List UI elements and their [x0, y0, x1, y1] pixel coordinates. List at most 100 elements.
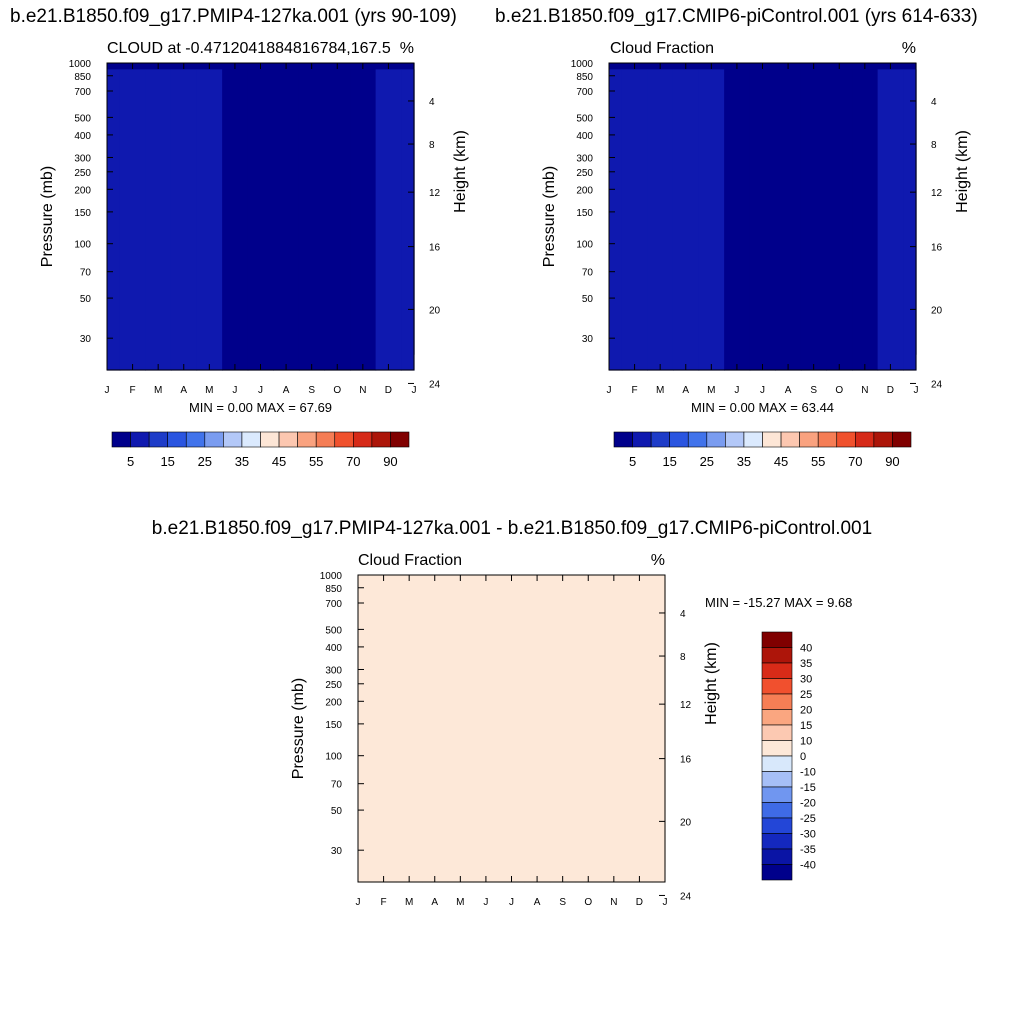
y-tick-label: 30	[331, 846, 343, 857]
y-axis-label: Pressure (mb)	[39, 166, 56, 267]
colorbar-swatch	[761, 848, 793, 865]
colorbar-label: 55	[309, 454, 323, 469]
contour-cell	[396, 581, 423, 883]
contour-cell	[358, 581, 372, 883]
colorbar-label: 10	[800, 736, 812, 748]
panel-subtitle-left: Cloud Fraction	[610, 40, 714, 57]
y-tick-label: 500	[325, 625, 342, 636]
colorbar-swatch	[761, 693, 793, 710]
colorbar-swatch	[761, 802, 793, 819]
x-tick-label: A	[283, 385, 290, 396]
x-tick-label: D	[385, 385, 392, 396]
colorbar-swatch	[278, 431, 298, 448]
y-tick-label: 400	[74, 131, 91, 142]
y-tick-label: 200	[325, 697, 342, 708]
x-tick-label: A	[534, 897, 541, 908]
colorbar-swatch	[761, 771, 793, 788]
y-tick-label: 70	[80, 268, 92, 279]
colorbar-swatch	[799, 431, 819, 448]
contour-cell	[852, 69, 879, 371]
colorbar-swatch	[334, 431, 354, 448]
x-tick-label: J	[232, 385, 237, 396]
y-tick-label: 250	[325, 680, 342, 691]
y-tick-label: 200	[74, 185, 91, 196]
colorbar-swatch	[761, 817, 793, 834]
y2-tick-label: 4	[680, 609, 686, 620]
contour-cell	[119, 69, 146, 371]
x-tick-label: A	[180, 385, 187, 396]
x-tick-label: M	[154, 385, 162, 396]
y2-tick-label: 16	[429, 243, 441, 254]
colorbar-swatch	[725, 431, 745, 448]
y-tick-label: 30	[582, 334, 594, 345]
x-tick-label: D	[636, 897, 643, 908]
colorbar: 5 15 25 35 45 55 70 90	[111, 431, 410, 469]
x-tick-label: D	[887, 385, 894, 396]
y-tick-label: 850	[325, 584, 342, 595]
colorbar-label: -40	[800, 860, 816, 872]
x-tick-label: M	[205, 385, 213, 396]
contour-cell	[877, 69, 904, 371]
contour-cell	[350, 69, 377, 371]
colorbar-label: -20	[800, 798, 816, 810]
y-tick-label: 850	[74, 72, 91, 83]
colorbar-swatch	[762, 431, 782, 448]
y2-tick-label: 12	[680, 700, 692, 711]
contour-cell	[749, 69, 776, 371]
colorbar-swatch	[148, 431, 168, 448]
y-tick-label: 150	[74, 208, 91, 219]
x-tick-label: J	[734, 385, 739, 396]
contour-cell	[647, 69, 674, 371]
colorbar-swatch	[390, 431, 410, 448]
colorbar-label: 30	[800, 674, 812, 686]
y2-tick-label: 12	[931, 188, 943, 199]
colorbar-label: 40	[800, 643, 812, 655]
contour-cell	[800, 69, 828, 371]
x-tick-label: J	[412, 385, 417, 396]
colorbar-swatch	[130, 431, 150, 448]
panel-difference: b.e21.B1850.f09_g17.PMIP4-127ka.001 - b.…	[152, 518, 872, 908]
y-tick-label: 300	[576, 153, 593, 164]
colorbar-swatch	[855, 431, 875, 448]
colorbar-swatch	[353, 431, 373, 448]
x-tick-label: N	[359, 385, 366, 396]
colorbar-label: 15	[160, 454, 174, 469]
y-axis-pressure: 30 50 70 100 150 200 250 300 400 500 700 850 1000	[320, 571, 364, 857]
panel-title: b.e21.B1850.f09_g17.PMIP4-127ka.001 - b.…	[152, 518, 872, 539]
contour-area	[107, 63, 415, 371]
y2-tick-label: 4	[429, 97, 435, 108]
y2-tick-label: 24	[680, 891, 692, 902]
y-axis-height: 24 20 16 12 8 4	[910, 97, 943, 390]
y-axis-height: 24 20 16 12 8 4	[659, 609, 692, 902]
y-tick-label: 700	[576, 87, 593, 98]
colorbar-swatch	[241, 431, 261, 448]
contour-cell	[447, 581, 474, 883]
y2-tick-label: 16	[680, 755, 692, 766]
contour-cell	[672, 69, 700, 371]
contour-cell	[775, 69, 802, 371]
contour-cell	[601, 581, 628, 883]
panel-picontrol: b.e21.B1850.f09_g17.CMIP6-piControl.001 …	[495, 6, 978, 469]
contour-cell	[621, 69, 648, 371]
x-tick-label: J	[914, 385, 919, 396]
y-tick-label: 30	[80, 334, 92, 345]
colorbar-swatch	[761, 631, 793, 648]
colorbar-swatch	[315, 431, 336, 448]
colorbar-label: 90	[885, 454, 899, 469]
y-tick-label: 1000	[320, 571, 343, 582]
y-axis-pressure: 30 50 70 100 150 200 250 300 400 500 700 850 1000	[69, 59, 113, 345]
panel-subtitle-left: Cloud Fraction	[358, 552, 462, 569]
y-tick-label: 200	[576, 185, 593, 196]
x-tick-label: O	[835, 385, 843, 396]
panel-title: b.e21.B1850.f09_g17.PMIP4-127ka.001 (yrs…	[10, 6, 457, 27]
colorbar-label: -15	[800, 782, 816, 794]
y-axis-height: 24 20 16 12 8 4	[408, 97, 441, 390]
contour-cell	[196, 69, 223, 371]
contour-cell	[273, 69, 300, 371]
y-tick-label: 250	[576, 168, 593, 179]
colorbar: 40 35 30 25 20 15 10 0 -10 -15 -20 -25 -30 -35 -40	[761, 631, 816, 881]
panel-title: b.e21.B1850.f09_g17.CMIP6-piControl.001 …	[495, 6, 978, 27]
